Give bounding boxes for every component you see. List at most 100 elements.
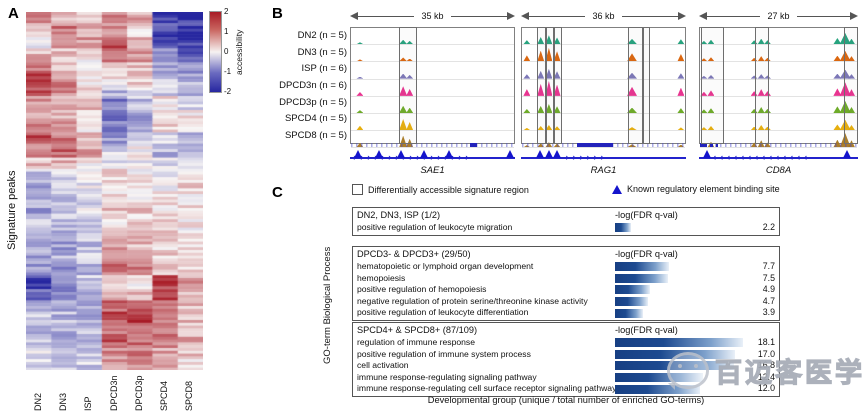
gene-model: ›››››› [521, 150, 686, 164]
accessibility-peak [833, 73, 842, 79]
accessibility-peak [677, 73, 685, 79]
go-bar [615, 349, 736, 359]
go-term-row: hematopoietic or lymphoid organ developm… [353, 261, 779, 273]
go-value: 16.8 [757, 360, 775, 371]
accessibility-peak [627, 107, 638, 114]
go-value: 7.7 [762, 261, 775, 271]
go-term-row: positive regulation of leukocyte differe… [353, 307, 779, 319]
accessibility-peak [700, 127, 708, 131]
go-group-box: DN2, DN3, ISP (1/2) -log(FDR q-val) positi… [352, 207, 780, 236]
accessibility-peak [545, 35, 553, 45]
accessibility-peak [750, 108, 758, 114]
colorbar-tick: 2 [224, 7, 229, 16]
accessibility-peak [707, 90, 715, 96]
accessibility-peak [839, 119, 851, 131]
accessibility-peak [677, 127, 685, 131]
heatmap-column-label: SPCD4 [159, 380, 170, 411]
go-term-label: hemopoiesis [357, 272, 406, 283]
exon-segment [715, 143, 719, 148]
go-term-label: immune response-regulating signaling pat… [357, 371, 537, 382]
accessibility-peak [545, 68, 553, 79]
accessibility-peak [839, 133, 851, 148]
accessibility-peak [523, 108, 531, 114]
go-value: 3.9 [762, 307, 775, 318]
accessibility-peak [356, 142, 364, 148]
gene-direction-chevrons: ›››››› [565, 152, 608, 162]
heatmap-column-label: SPCD8 [184, 380, 195, 411]
accessibility-peak [553, 71, 561, 79]
track-label: SPCD8 (n = 5) [284, 130, 347, 142]
signature-region-box [545, 27, 555, 144]
go-bar [615, 384, 700, 394]
track-lane [700, 28, 857, 46]
gene-annotation-strip [700, 143, 857, 148]
legend-label: Differentially accessible signature regi… [368, 184, 529, 195]
go-value: 4.9 [762, 284, 775, 295]
track-lane [351, 62, 514, 80]
exon-segment [577, 143, 614, 148]
go-bar [615, 361, 734, 371]
track-lane [700, 114, 857, 132]
go-group-box: DPCD3- & DPCD3+ (29/50) -log(FDR q-val) he… [352, 246, 780, 321]
accessibility-peak [750, 75, 758, 79]
accessibility-peak [839, 50, 851, 62]
accessibility-peak [553, 143, 561, 148]
binding-site-triangle-icon [444, 150, 453, 158]
track-lane [522, 114, 685, 132]
accessibility-peak [700, 91, 708, 96]
accessibility-peak [848, 74, 855, 79]
accessibility-peak [523, 89, 531, 96]
go-term-row: positive regulation of leukocyte migrati… [353, 222, 779, 234]
span-length-label: 27 kb [699, 11, 858, 21]
go-term-row: cell activation 16.8 [353, 360, 779, 372]
accessibility-peak [757, 107, 765, 114]
accessibility-peak [757, 74, 765, 79]
accessibility-peak [356, 92, 364, 96]
accessibility-peak [356, 59, 364, 62]
accessibility-peak [406, 107, 414, 114]
accessibility-peak [764, 91, 771, 96]
accessibility-peak [537, 126, 545, 131]
go-value: 12.4 [757, 371, 775, 382]
go-term-row: positive regulation of hemopoiesis 4.9 [353, 284, 779, 296]
accessibility-peak [764, 108, 771, 114]
go-group-title: DN2, DN3, ISP (1/2) [357, 210, 441, 220]
gene-name: SAE1 [420, 165, 445, 176]
track-lane [351, 28, 514, 46]
accessibility-peak [764, 57, 771, 62]
exon-segment [710, 143, 714, 148]
accessibility-peak [553, 126, 561, 131]
go-group-box: SPCD4+ & SPCD8+ (87/109) -log(FDR q-val) r… [352, 322, 780, 397]
span-arrow: 35 kb [350, 11, 515, 23]
accessibility-peak [399, 105, 408, 114]
track-label: DPCD3p (n = 5) [279, 96, 347, 108]
binding-site-triangle-icon [375, 150, 384, 158]
track-lane [351, 80, 514, 97]
go-value: 4.7 [762, 295, 775, 306]
track-lane [522, 131, 685, 149]
accessibility-peak [707, 126, 715, 131]
go-term-row: hemopoiesis 7.5 [353, 273, 779, 285]
accessibility-peak [627, 38, 638, 45]
go-term-label: cell activation [357, 360, 409, 371]
exon-segment [700, 143, 708, 148]
go-value-header: -log(FDR q-val) [615, 210, 678, 220]
accessibility-peak [399, 135, 408, 148]
accessibility-peak [707, 39, 715, 45]
accessibility-peak [750, 91, 758, 96]
go-group-title: DPCD3- & DPCD3+ (29/50) [357, 249, 471, 259]
accessibility-peak [757, 124, 765, 131]
accessibility-peak [757, 38, 765, 45]
go-value-header: -log(FDR q-val) [615, 249, 678, 259]
accessibility-peak [537, 37, 545, 45]
binding-site-triangle-icon [353, 150, 362, 158]
go-term-row: positive regulation of immune system pro… [353, 349, 779, 361]
go-x-axis-label: Developmental group (unique / total numb… [427, 395, 705, 405]
panel-b-label: B [272, 5, 283, 22]
accessibility-peak [833, 38, 842, 45]
go-bar [615, 223, 631, 233]
go-term-label: positive regulation of hemopoiesis [357, 284, 487, 295]
span-arrow: 36 kb [521, 11, 686, 23]
accessibility-peak [399, 86, 408, 96]
accessibility-peak [545, 142, 553, 148]
